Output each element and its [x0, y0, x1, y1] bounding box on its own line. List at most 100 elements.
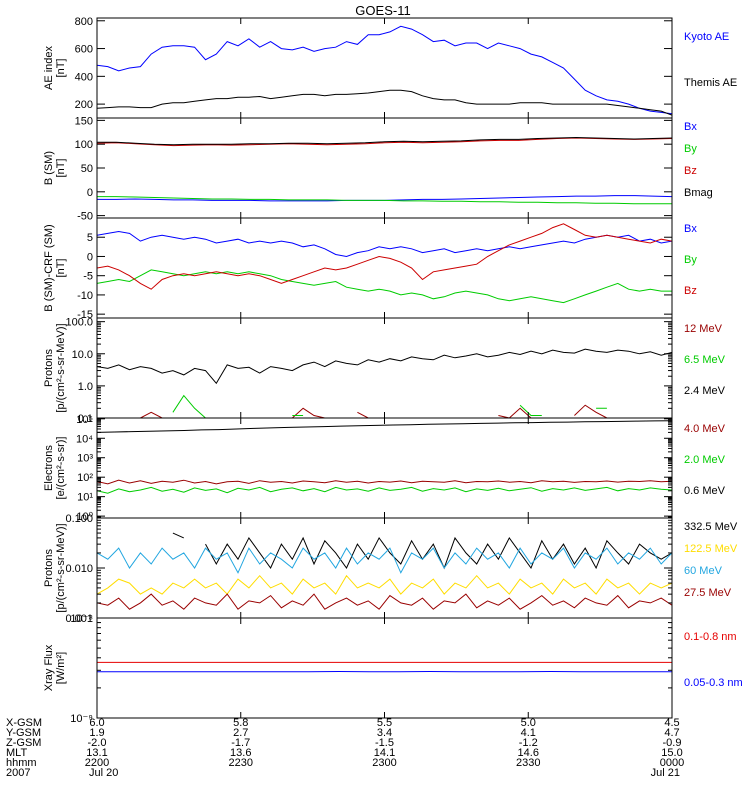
y-axis-label: Protons	[43, 549, 55, 587]
y-axis-label: [W/m²]	[55, 652, 67, 684]
x-axis-value: -2.0	[88, 737, 107, 749]
y-axis-label: Electrons	[43, 445, 55, 491]
y-tick-label: 10²	[77, 472, 93, 484]
x-axis-value: 2200	[85, 757, 109, 769]
panel-frame	[96, 317, 673, 419]
y-tick-label: 10.0	[72, 349, 93, 361]
y-tick-label: 10⁵	[76, 414, 93, 426]
y-tick-label: 10⁰	[76, 511, 93, 523]
y-tick-label: 200	[75, 99, 93, 111]
x-axis-value: 2.7	[233, 727, 248, 739]
y-axis-label: AE index	[43, 45, 55, 90]
panel-b: -50 0 50 100 150 B (SM) [nT] Bx By Bz Bmag	[43, 115, 713, 222]
y-tick-label: 0	[87, 251, 93, 263]
legend-entry: Kyoto AE	[684, 31, 729, 43]
x-axis-value: 5.0	[521, 717, 536, 729]
y-axis-label: [p/(cm²-s-sr-MeV)]	[55, 523, 67, 612]
legend-entry: 2.4 MeV	[684, 385, 726, 397]
legend-entry: By	[684, 254, 697, 266]
panel-ae: 200 400 600 800 AE index [nT] Kyoto AE Themis A…	[43, 16, 737, 119]
legend-entry: Themis AE	[684, 77, 737, 89]
series-line-122-5-mev	[97, 574, 672, 595]
legend-entry: 27.5 MeV	[684, 587, 732, 599]
y-tick-label: 100.0	[65, 317, 93, 329]
x-axis-value: 3.4	[377, 727, 392, 739]
series-line-themis-ae	[97, 89, 672, 116]
y-tick-label: 50	[81, 163, 93, 175]
y-tick-label: 400	[75, 71, 93, 83]
y-tick-label: -10	[77, 290, 93, 302]
x-axis-value: 2230	[229, 757, 253, 769]
y-tick-label: 10⁻⁸	[70, 613, 93, 625]
x-axis-value: 4.7	[664, 727, 679, 739]
x-axis-row-label: X-GSM	[6, 717, 42, 729]
series-line-kyoto-ae	[97, 25, 672, 115]
x-axis-value: 4.1	[521, 727, 536, 739]
series-line-6-5-mev	[172, 394, 607, 418]
y-tick-label: 150	[75, 115, 93, 127]
legend-entry: Bz	[684, 285, 697, 297]
x-axis-value: 1.9	[89, 727, 104, 739]
y-tick-label: -5	[83, 271, 93, 283]
legend-entry: 0.05-0.3 nm	[684, 677, 743, 689]
panel-xray: 10⁻⁹ 10⁻⁸ Xray Flux [W/m²] 0.1-0.8 nm 0.05-0.…	[43, 613, 743, 725]
x-axis-value: 14.6	[518, 747, 539, 759]
x-axis-row-label: hhmm	[6, 757, 37, 769]
y-tick-label: 0.010	[65, 563, 93, 575]
series-line-4-0-mev	[97, 479, 672, 485]
legend-entry: By	[684, 143, 697, 155]
legend-entry: 4.0 MeV	[684, 423, 726, 435]
x-axis-value: 2330	[516, 757, 540, 769]
panel-protons_high: 0.001 0.010 0.100 Protons [p/(cm²-s-sr-MeV)]…	[43, 513, 738, 625]
series-line-332-5-mev	[172, 532, 672, 570]
x-axis-value: 0000	[660, 757, 684, 769]
legend-entry: 6.5 MeV	[684, 354, 726, 366]
legend-entry: 122.5 MeV	[684, 543, 738, 555]
y-axis-label: [nT]	[55, 159, 67, 178]
panel-protons_low: 0.1 1.0 10.0 100.0 Protons [p/(cm²-s-sr-MeV)]…	[43, 317, 726, 425]
y-tick-label: 0.001	[65, 613, 93, 625]
y-tick-label: 600	[75, 44, 93, 56]
y-axis-label: [e/(cm²-s-sr)]	[55, 437, 67, 500]
x-axis-value: 4.5	[664, 717, 679, 729]
y-tick-label: 800	[75, 16, 93, 28]
series-line-bz	[97, 223, 672, 290]
y-axis-label: B (SM)	[43, 151, 55, 185]
legend-entry: Bz	[684, 165, 697, 177]
y-axis-label: Protons	[43, 349, 55, 387]
panel-frame	[96, 617, 673, 719]
series-line-2-4-mev	[97, 348, 672, 385]
y-tick-label: 10³	[77, 453, 93, 465]
y-tick-label: 10¹	[77, 492, 93, 504]
x-axis-value: 5.8	[233, 717, 248, 729]
y-tick-label: -50	[77, 211, 93, 223]
panel-frame	[96, 417, 673, 519]
series-line-by	[97, 269, 672, 304]
y-axis-label: Xray Flux	[43, 644, 55, 691]
x-axis-value: 14.1	[374, 747, 395, 759]
x-axis-value: 2300	[372, 757, 396, 769]
legend-entry: 60 MeV	[684, 565, 723, 577]
x-axis-value: Jul 20	[89, 767, 118, 779]
x-axis-value: Jul 21	[651, 767, 680, 779]
chart-title: GOES-11	[355, 3, 410, 18]
x-axis-value: 15.0	[661, 747, 682, 759]
y-axis-label: [p/(cm²-s-sr-MeV)]	[55, 323, 67, 412]
legend-entry: Bx	[684, 223, 697, 235]
y-axis-label: [nT]	[55, 59, 67, 78]
series-line-bmag	[97, 136, 672, 146]
series-line-60-mev	[97, 547, 672, 574]
x-axis-value: -1.2	[519, 737, 538, 749]
x-axis-row-label: Z-GSM	[6, 737, 41, 749]
x-axis-row-label: Y-GSM	[6, 727, 41, 739]
y-tick-label: 10⁴	[76, 433, 93, 445]
y-tick-label: 100	[75, 139, 93, 151]
legend-entry: 0.6 MeV	[684, 485, 726, 497]
panel-bcrf: -15 -10 -5 0 5 B (SM)-CRF (SM) [nT] Bx By Bz	[43, 217, 697, 321]
panel-electrons: 10⁰ 10¹ 10² 10³ 10⁴ 10⁵ Electrons [e/(cm²-s-sr)…	[43, 414, 726, 523]
legend-entry: 0.1-0.8 nm	[684, 631, 737, 643]
x-axis-table: X-GSM 6.0 5.8 5.5 5.0 4.5 Y-GSM 1.9 2.7 3.4 4.1 4.7…	[6, 717, 684, 779]
x-axis-value: -1.5	[375, 737, 394, 749]
